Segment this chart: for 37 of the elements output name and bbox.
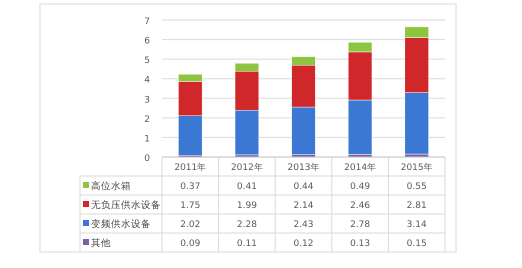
y-tick-label: 1 — [144, 134, 150, 144]
data-label: 1.99 — [236, 201, 258, 211]
data-label: 2.02 — [180, 220, 200, 230]
y-tick-label: 6 — [144, 36, 150, 47]
legend-label: 其他 — [91, 237, 111, 249]
data-label: 0.37 — [180, 182, 200, 192]
x-tick-label: 2013年 — [288, 162, 320, 173]
data-label: 0.41 — [236, 182, 257, 192]
x-tick-label: 2012年 — [230, 162, 263, 173]
legend-label: 无负压供水设备 — [91, 199, 161, 211]
data-label: 0.55 — [406, 182, 427, 192]
legend-label: 变频供水设备 — [91, 218, 151, 230]
y-tick-label: 2 — [144, 114, 150, 125]
legend-label: 高位水箱 — [91, 180, 131, 192]
data-label: 2.81 — [406, 201, 427, 211]
data-label: 0.15 — [406, 239, 427, 249]
y-tick-label: 3 — [144, 95, 150, 106]
x-tick-label: 2015年 — [400, 162, 433, 173]
data-label: 0.49 — [350, 182, 370, 192]
data-label: 2.46 — [350, 201, 370, 211]
x-tick-label: 2014年 — [344, 162, 376, 173]
data-label: 2.14 — [293, 201, 314, 211]
data-label: 2.28 — [236, 220, 258, 230]
data-label: 0.13 — [350, 239, 370, 249]
y-tick-label: 7 — [144, 17, 150, 27]
y-tick-label: 4 — [144, 76, 150, 86]
data-label: 2.43 — [293, 220, 314, 230]
y-tick-label: 0 — [144, 154, 150, 164]
data-label: 0.12 — [293, 239, 314, 249]
data-label: 0.11 — [236, 239, 257, 249]
data-label: 1.75 — [180, 201, 200, 211]
y-tick-label: 5 — [144, 56, 150, 66]
x-tick-label: 2011年 — [174, 162, 206, 173]
data-label: 3.14 — [406, 220, 427, 230]
data-label: 2.78 — [350, 220, 370, 230]
data-label: 0.44 — [293, 182, 314, 192]
data-label: 0.09 — [180, 239, 201, 249]
